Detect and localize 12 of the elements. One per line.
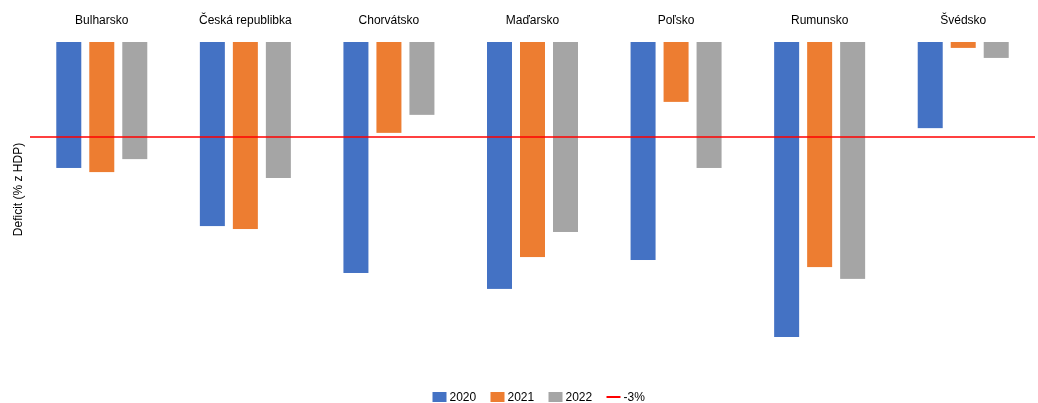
x-tick-label: Česká republibka (199, 12, 293, 28)
x-tick-label: Chorvátsko (358, 13, 420, 28)
x-tick-label: Rumunsko (790, 13, 849, 28)
legend-label: 2021 (507, 390, 535, 403)
legend-label: 2022 (565, 390, 593, 403)
x-tick-label: Švédsko (940, 12, 987, 28)
x-tick-label: Maďarsko (505, 13, 560, 28)
x-tick-label: Bulharsko (75, 13, 129, 28)
text: -3% (623, 390, 646, 403)
y-axis-title: Deficit (% z HDP) (11, 142, 25, 237)
x-tick-label: Poľsko (657, 13, 695, 28)
legend-label: 2020 (449, 390, 477, 403)
